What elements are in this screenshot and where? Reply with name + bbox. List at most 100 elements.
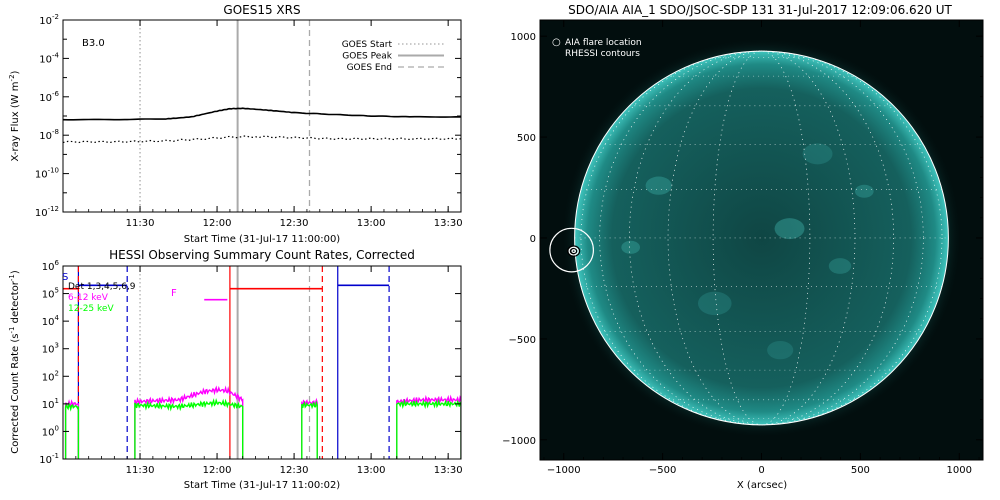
goes-xtick-label: 13:00 <box>357 218 386 229</box>
aia-title: SDO/AIA AIA_1 SDO/JSOC-SDP 131 31-Jul-20… <box>568 3 952 17</box>
hessi-ytick-label: 102 <box>42 369 59 383</box>
goes-ytick-label: 10-12 <box>35 205 59 219</box>
aia-grid-longitude <box>667 50 856 426</box>
goes-xlabel: Start Time (31-Jul-17 11:00:00) <box>184 234 341 245</box>
hessi-xlabel: Start Time (31-Jul-17 11:00:02) <box>184 480 341 491</box>
aia-rhessi-contour <box>567 245 581 257</box>
hessi-series-6-12kev <box>301 397 318 459</box>
hessi-xtick-label: 13:30 <box>434 465 463 476</box>
aia-legend-rhessi-label: RHESSI contours <box>565 49 640 59</box>
goes-legend-label: GOES Peak <box>342 52 392 62</box>
goes-legend-label: GOES End <box>347 63 392 73</box>
hessi-ytick-label: 105 <box>42 287 59 301</box>
goes-legend-label: GOES Start <box>342 40 393 50</box>
goes-ytick-label: 10-2 <box>39 13 59 27</box>
aia-grid-longitude <box>712 50 811 426</box>
hessi-xtick-label: 13:00 <box>357 465 386 476</box>
aia-ytick-label: −500 <box>509 335 536 346</box>
goes-series-long <box>63 107 461 121</box>
goes-ylabel: X-ray Flux (W m-2) <box>8 70 21 161</box>
aia-ytick-label: 500 <box>517 133 536 144</box>
aia-xlabel: X (arcsec) <box>737 480 787 491</box>
hessi-legend-label: 12-25 keV <box>68 304 114 314</box>
hessi-ylabel: Corrected Count Rate (s-1 detector-1) <box>8 270 21 454</box>
aia-flare-circle <box>549 227 594 273</box>
hessi-ytick-label: 103 <box>42 342 59 356</box>
hessi-series-6-12kev <box>134 385 244 459</box>
aia-xtick-label: −500 <box>649 465 676 476</box>
hessi-event-lines <box>63 266 390 459</box>
hessi-ytick-label: 101 <box>42 397 59 411</box>
goes-series <box>63 107 461 144</box>
aia-xtick-label: 0 <box>758 465 764 476</box>
aia-ytick-label: −1000 <box>502 436 536 447</box>
aia-ytick-label: 1000 <box>511 32 536 43</box>
goes-xtick-label: 13:30 <box>434 218 463 229</box>
goes-flare-class: B3.0 <box>82 38 105 49</box>
aia-legend-flare-label: AIA flare location <box>565 38 642 48</box>
aia-bright-region <box>828 258 852 274</box>
goes-axes: 11:30 12:00 12:30 13:00 13:30 10-12 10-10 10-8 1… <box>35 13 463 229</box>
aia-grid-longitude <box>580 50 943 426</box>
aia-xtick-label: 1000 <box>947 465 972 476</box>
aia-legend-flare-marker: ○ <box>552 37 561 48</box>
aia-xtick-label: 500 <box>851 465 870 476</box>
hessi-series-6-12kev <box>396 394 461 459</box>
hessi-panel: HESSI Observing Summary Count Rates, Cor… <box>8 248 463 491</box>
aia-rhessi-contour <box>568 246 579 256</box>
aia-legend: ○ AIA flare location RHESSI contours <box>552 37 642 59</box>
aia-bright-region <box>802 143 833 165</box>
aia-rhessi-contour <box>570 247 578 255</box>
hessi-series-12-25kev <box>301 400 318 459</box>
hessi-ytick-label: 104 <box>42 314 60 328</box>
aia-grid-longitude <box>629 50 894 426</box>
goes-ytick-label: 10-8 <box>39 128 59 142</box>
hessi-axes: 11:30 12:00 12:30 13:00 13:30 10-1 100 101 102 10… <box>39 259 462 476</box>
hessi-xtick-label: 12:30 <box>280 465 309 476</box>
hessi-xtick-label: 12:00 <box>203 465 232 476</box>
goes-ytick-label: 10-4 <box>39 51 59 65</box>
goes-ytick-label: 10-10 <box>35 167 59 181</box>
hessi-plot-frame <box>62 265 462 460</box>
aia-bright-region <box>621 240 641 254</box>
hessi-series-12-25kev <box>134 397 244 459</box>
aia-grid-longitude <box>599 50 924 426</box>
hessi-ytick-label: 106 <box>42 259 60 273</box>
aia-image <box>549 38 962 438</box>
aia-axes: −1000 −500 0 500 1000 −1000 −500 0 500 1000 <box>502 20 983 476</box>
goes-series-short <box>63 135 461 144</box>
aia-bright-region <box>854 184 874 198</box>
hessi-series-6-12kev <box>64 399 80 459</box>
hessi-series <box>64 385 461 459</box>
aia-ytick-label: 0 <box>530 234 536 245</box>
hessi-ytick-label: 100 <box>42 424 59 438</box>
hessi-legend-label: 6-12 keV <box>68 293 109 303</box>
hessi-legend-label: Det 1,3,4,5,6,9 <box>68 282 136 292</box>
goes-title: GOES15 XRS <box>223 3 300 17</box>
hessi-flag-s: S <box>62 272 68 283</box>
goes-ytick-label: 10-6 <box>39 90 59 104</box>
aia-heliographic-grid <box>574 50 949 426</box>
goes-xtick-label: 12:30 <box>280 218 309 229</box>
hessi-series-12-25kev <box>64 401 80 459</box>
hessi-ytick-label: 10-1 <box>39 452 59 466</box>
hessi-flag-f: F <box>171 288 177 299</box>
aia-rhessi-contour <box>571 249 576 254</box>
aia-bright-region <box>697 291 732 316</box>
goes-xtick-label: 11:30 <box>126 218 155 229</box>
aia-bright-region <box>774 218 805 240</box>
goes-panel: GOES15 XRS 11:30 12:00 12:30 13:00 13:30 10-1… <box>8 3 463 245</box>
goes-event-lines <box>139 20 311 212</box>
aia-xtick-label: −1000 <box>547 465 581 476</box>
aia-solar-disk <box>574 51 949 425</box>
aia-bright-region <box>645 176 672 195</box>
aia-bright-region <box>767 340 794 360</box>
hessi-title: HESSI Observing Summary Count Rates, Cor… <box>109 248 415 262</box>
goes-xtick-label: 12:00 <box>203 218 232 229</box>
hessi-series-12-25kev <box>396 398 461 459</box>
hessi-xtick-label: 11:30 <box>126 465 155 476</box>
aia-panel: SDO/AIA AIA_1 SDO/JSOC-SDP 131 31-Jul-20… <box>502 3 984 491</box>
